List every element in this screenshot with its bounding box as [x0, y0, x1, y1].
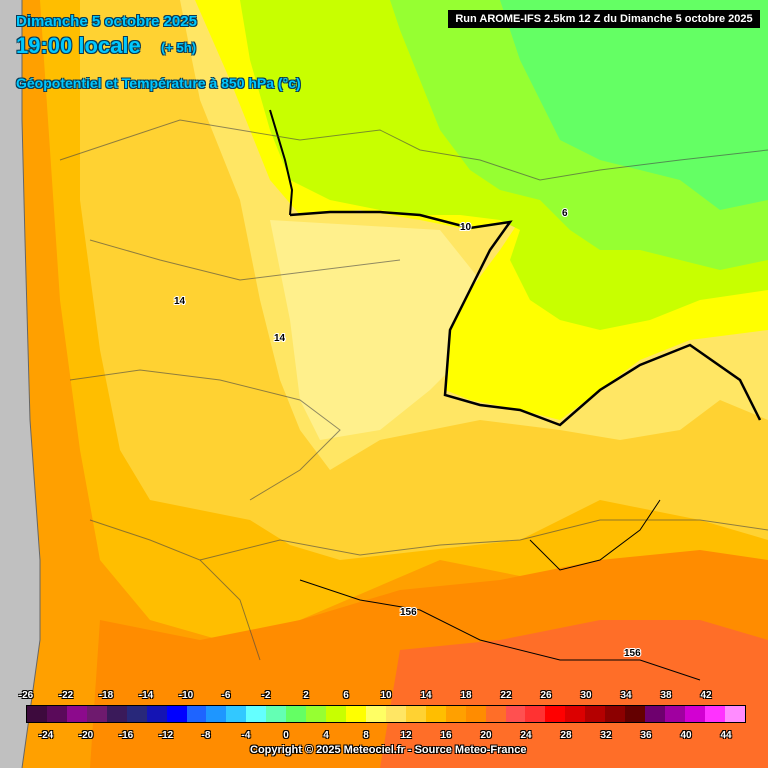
colorbar-tick-label: 42 [700, 690, 712, 701]
map-offset: (+ 5h) [161, 40, 197, 55]
colorbar-swatch [286, 706, 307, 722]
colorbar-swatch [545, 706, 566, 722]
colorbar-tick-label: -8 [201, 730, 211, 741]
colorbar-tick-label: 38 [660, 690, 672, 701]
colorbar-swatch [206, 706, 227, 722]
colorbar-swatch [625, 706, 646, 722]
colorbar-tick-label: -22 [58, 690, 74, 701]
colorbar-tick-label: 30 [580, 690, 592, 701]
colorbar-swatch [465, 706, 486, 722]
colorbar-tick-label: 18 [460, 690, 472, 701]
colorbar-tick-label: 8 [363, 730, 369, 741]
colorbar-tick-label: 44 [720, 730, 732, 741]
isotherm-label-14-b: 14 [274, 333, 286, 344]
colorbar-swatch [166, 706, 187, 722]
geopotential-label-156-b: 156 [624, 648, 641, 659]
colorbar-swatch [246, 706, 267, 722]
colorbar-swatch [46, 706, 67, 722]
colorbar-swatch [485, 706, 506, 722]
colorbar-swatch [525, 706, 546, 722]
colorbar-swatch [27, 706, 47, 722]
colorbar-tick-label: -24 [38, 730, 54, 741]
colorbar-tick-label: 14 [420, 690, 432, 701]
colorbar-swatch [306, 706, 327, 722]
colorbar-tick-label: 36 [640, 730, 652, 741]
colorbar-swatch [605, 706, 626, 722]
colorbar-swatch [346, 706, 366, 722]
map-date: Dimanche 5 octobre 2025 [16, 13, 197, 30]
colorbar-tick-label: 32 [600, 730, 612, 741]
geopotential-label-156-a: 156 [400, 607, 417, 618]
colorbar-swatch [684, 706, 705, 722]
colorbar-tick-label: 34 [620, 690, 632, 701]
colorbar-tick-label: 24 [520, 730, 532, 741]
colorbar-tick-label: 16 [440, 730, 452, 741]
map-time: 19:00 locale [16, 33, 141, 58]
colorbar-tick-label: 10 [380, 690, 392, 701]
colorbar-swatch [445, 706, 466, 722]
colorbar-swatch [704, 706, 725, 722]
colorbar-tick-label: -18 [98, 690, 114, 701]
colorbar-swatch [365, 706, 386, 722]
colorbar-tick-label: 12 [400, 730, 412, 741]
colorbar-tick-label: 26 [540, 690, 552, 701]
colorbar-tick-label: 22 [500, 690, 512, 701]
colorbar-swatch [385, 706, 406, 722]
colorbar-tick-label: 4 [323, 730, 329, 741]
colorbar-swatch [505, 706, 526, 722]
copyright-notice: Copyright © 2025 Meteociel.fr - Source M… [250, 744, 527, 756]
colorbar-swatch [106, 706, 127, 722]
colorbar-swatch [724, 706, 745, 722]
colorbar-swatch [66, 706, 87, 722]
colorbar-tick-label: 40 [680, 730, 692, 741]
colorbar-swatch [405, 706, 426, 722]
run-info-banner: Run AROME-IFS 2.5km 12 Z du Dimanche 5 o… [448, 10, 760, 28]
colorbar-tick-label: -10 [178, 690, 194, 701]
isotherm-label-10: 10 [460, 222, 472, 233]
colorbar-swatch [186, 706, 207, 722]
colorbar-swatch [326, 706, 346, 722]
colorbar-tick-label: -14 [138, 690, 154, 701]
colorbar-tick-label: -20 [78, 730, 94, 741]
colorbar-tick-label: -6 [221, 690, 231, 701]
isotherm-label-6: 6 [562, 208, 568, 219]
map-field-title: Géopotentiel et Température à 850 hPa (°… [16, 75, 301, 91]
colorbar-tick-label: -26 [18, 690, 34, 701]
colorbar-swatch [86, 706, 107, 722]
colorbar-tick-label: 28 [560, 730, 572, 741]
colorbar-tick-label: 0 [283, 730, 289, 741]
colorbar-swatch [226, 706, 247, 722]
colorbar-swatch [126, 706, 147, 722]
colorbar-tick-label: -4 [241, 730, 251, 741]
colorbar-tick-label: 2 [303, 690, 309, 701]
colorbar-swatch [266, 706, 287, 722]
colorbar-tick-label: -12 [158, 730, 174, 741]
colorbar-swatch [565, 706, 586, 722]
temperature-colorbar [26, 705, 746, 723]
colorbar-tick-label: -16 [118, 730, 134, 741]
colorbar-swatch [665, 706, 685, 722]
colorbar-swatch [645, 706, 665, 722]
colorbar-tick-label: -2 [261, 690, 271, 701]
colorbar-swatch [425, 706, 446, 722]
colorbar-swatch [585, 706, 606, 722]
colorbar-tick-label: 20 [480, 730, 492, 741]
colorbar-tick-label: 6 [343, 690, 349, 701]
colorbar-swatch [146, 706, 167, 722]
isotherm-label-14-a: 14 [174, 296, 186, 307]
